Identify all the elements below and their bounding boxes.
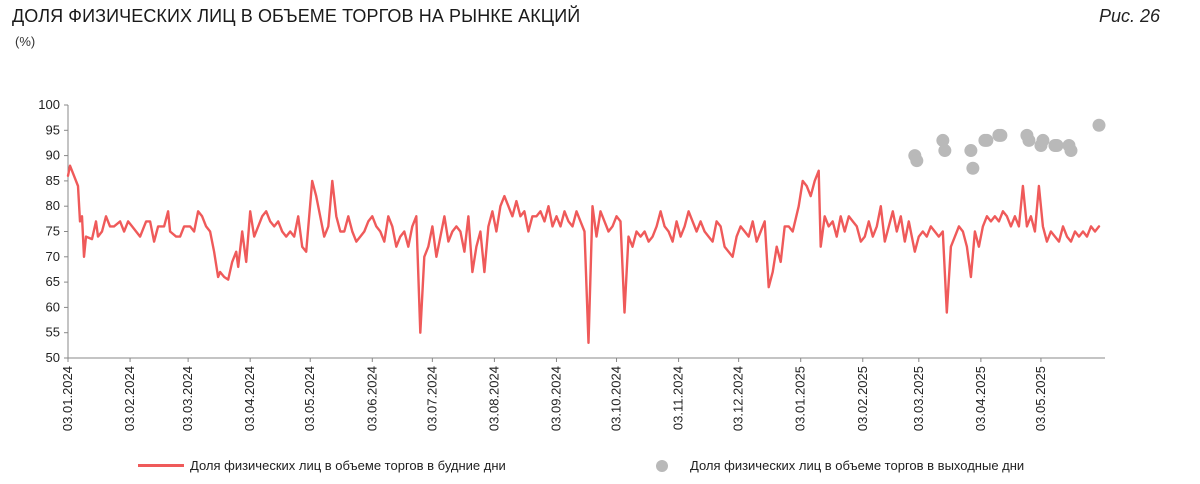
weekend-point — [966, 161, 980, 175]
y-tick-label: 65 — [46, 274, 60, 289]
x-tick-label: 03.05.2024 — [302, 366, 317, 431]
x-tick-label: 03.07.2024 — [424, 366, 439, 431]
x-tick-label: 03.09.2024 — [548, 366, 563, 431]
weekend-point — [910, 154, 924, 168]
weekend-point — [964, 144, 978, 158]
y-tick-label: 90 — [46, 148, 60, 163]
x-tick-label: 03.05.2025 — [1033, 366, 1048, 431]
x-tick-label: 03.08.2024 — [486, 366, 501, 431]
x-tick-label: 03.11.2024 — [671, 366, 686, 430]
weekend-series — [908, 118, 1106, 175]
weekend-point — [980, 133, 994, 147]
legend-weekday: Доля физических лиц в объеме торгов в бу… — [138, 458, 506, 473]
figure-number: Рис. 26 — [1098, 6, 1160, 26]
y-tick-label: 60 — [46, 299, 60, 314]
weekend-point — [1036, 133, 1050, 147]
weekend-point — [1092, 118, 1106, 132]
weekend-point — [936, 133, 950, 147]
legend-dot-swatch — [656, 459, 668, 472]
legend-weekend: Доля физических лиц в объеме торгов в вы… — [656, 458, 1024, 473]
x-tick-label: 03.10.2024 — [609, 366, 624, 431]
weekend-point — [1022, 133, 1036, 147]
x-tick-label: 03.04.2024 — [242, 366, 257, 431]
x-tick-label: 03.04.2025 — [973, 366, 988, 431]
weekend-point — [994, 128, 1008, 142]
weekend-point — [1050, 138, 1064, 152]
line-chart: 50 55 60 65 70 75 80 85 90 95 100 03.01.2024 03.02.2… — [38, 97, 1106, 431]
x-tick-label: 03.02.2024 — [122, 366, 137, 431]
y-tick-label: 55 — [46, 325, 60, 340]
weekend-point — [938, 144, 952, 158]
weekday-line — [66, 164, 1101, 344]
legend-weekend-label: Доля физических лиц в объеме торгов в вы… — [690, 458, 1025, 473]
legend-weekday-label: Доля физических лиц в объеме торгов в бу… — [190, 458, 506, 473]
x-tick-label: 03.01.2025 — [793, 366, 808, 431]
y-tick-label: 95 — [46, 122, 60, 137]
y-tick-label: 50 — [46, 350, 60, 365]
y-tick-label: 75 — [46, 224, 60, 239]
y-tick-label: 100 — [38, 97, 60, 112]
chart-title: ДОЛЯ ФИЗИЧЕСКИХ ЛИЦ В ОБЪЕМЕ ТОРГОВ НА Р… — [12, 6, 581, 26]
x-tick-label: 03.03.2024 — [180, 366, 195, 431]
y-tick-label: 80 — [46, 198, 60, 213]
weekday-series — [66, 164, 1101, 344]
x-tick-label: 03.01.2024 — [60, 366, 75, 431]
y-tick-label: 85 — [46, 173, 60, 188]
legend-line-swatch — [138, 464, 184, 467]
x-tick-label: 03.06.2024 — [364, 366, 379, 431]
x-tick-label: 03.12.2024 — [731, 366, 746, 431]
unit-label: (%) — [15, 34, 36, 49]
chart-axes: 50 55 60 65 70 75 80 85 90 95 100 03.01.2024 03.02.2… — [38, 97, 1105, 431]
x-tick-label: 03.03.2025 — [911, 366, 926, 431]
y-tick-label: 70 — [46, 249, 60, 264]
x-tick-label: 03.02.2025 — [855, 366, 870, 431]
weekend-point — [1064, 144, 1078, 158]
